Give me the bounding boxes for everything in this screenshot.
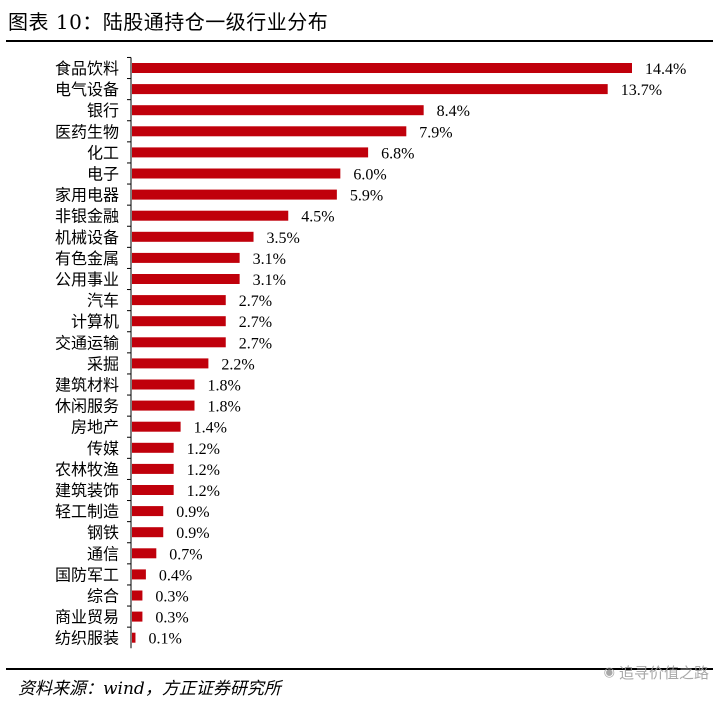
bar bbox=[132, 548, 157, 559]
category-label: 房地产 bbox=[71, 418, 119, 437]
bar bbox=[132, 316, 226, 327]
chart-title: 图表 10：陆股通持仓一级行业分布 bbox=[8, 10, 329, 34]
data-label: 14.4% bbox=[645, 61, 686, 78]
bar bbox=[132, 105, 424, 116]
bar bbox=[132, 632, 136, 643]
data-label: 0.3% bbox=[155, 610, 188, 627]
category-label: 银行 bbox=[87, 101, 119, 120]
category-label: 轻工制造 bbox=[55, 502, 119, 521]
data-label: 0.3% bbox=[155, 589, 188, 606]
bar bbox=[132, 527, 164, 538]
wechat-icon: ◉ bbox=[603, 665, 615, 680]
data-label: 1.2% bbox=[187, 483, 220, 500]
data-label: 0.9% bbox=[176, 525, 209, 542]
category-label: 电子 bbox=[87, 165, 119, 184]
bar bbox=[132, 337, 226, 348]
bar bbox=[132, 569, 146, 580]
category-label: 食品饮料 bbox=[55, 59, 119, 78]
bar-chart: 食品饮料 14.4% 电气设备 13.7% 银行 8.4% 医药生物 7.9% 化工 6.8% 电子… bbox=[55, 56, 686, 649]
bar bbox=[132, 485, 174, 495]
category-label: 医药生物 bbox=[55, 122, 119, 141]
category-label: 纺织服装 bbox=[55, 629, 119, 648]
data-label: 2.2% bbox=[221, 356, 254, 373]
category-label: 交通运输 bbox=[55, 333, 119, 352]
category-label: 国防军工 bbox=[55, 565, 119, 584]
data-label: 1.2% bbox=[187, 441, 220, 458]
bar bbox=[132, 126, 407, 137]
data-label: 0.9% bbox=[176, 504, 209, 521]
bar bbox=[132, 358, 209, 369]
data-label: 2.7% bbox=[239, 314, 272, 331]
category-label: 汽车 bbox=[87, 291, 119, 310]
source-divider bbox=[6, 668, 713, 670]
bar bbox=[132, 147, 369, 158]
watermark: ◉ 追寻价值之路 bbox=[604, 662, 709, 683]
data-label: 3.5% bbox=[267, 230, 300, 247]
bar bbox=[132, 506, 164, 517]
data-label: 0.7% bbox=[169, 546, 202, 563]
bar bbox=[132, 63, 632, 73]
bar bbox=[132, 274, 240, 284]
category-label: 计算机 bbox=[71, 312, 119, 331]
category-label: 采掘 bbox=[87, 354, 119, 373]
data-label: 0.1% bbox=[148, 631, 181, 648]
data-label: 1.2% bbox=[187, 462, 220, 479]
category-label: 通信 bbox=[87, 544, 119, 563]
data-label: 6.8% bbox=[381, 145, 414, 162]
bar bbox=[132, 84, 608, 95]
source-note: 资料来源：wind，方正证券研究所 bbox=[18, 679, 281, 699]
data-label: 3.1% bbox=[253, 272, 286, 289]
bar bbox=[132, 400, 195, 411]
bar bbox=[132, 611, 143, 622]
category-label: 建筑装饰 bbox=[55, 481, 119, 500]
category-label: 家用电器 bbox=[55, 186, 119, 205]
bar bbox=[132, 189, 337, 200]
category-label: 非银金融 bbox=[55, 207, 119, 226]
bar bbox=[132, 421, 181, 432]
category-label: 农林牧渔 bbox=[55, 460, 119, 479]
bar bbox=[132, 379, 195, 390]
category-label: 钢铁 bbox=[87, 523, 119, 542]
category-label: 公用事业 bbox=[55, 270, 119, 289]
data-label: 7.9% bbox=[419, 124, 452, 141]
data-label: 1.8% bbox=[208, 378, 241, 395]
bar bbox=[132, 168, 341, 179]
category-label: 商业贸易 bbox=[55, 608, 119, 627]
bar bbox=[132, 463, 174, 474]
data-label: 2.7% bbox=[239, 293, 272, 310]
data-label: 2.7% bbox=[239, 335, 272, 352]
data-label: 6.0% bbox=[353, 167, 386, 184]
bar bbox=[132, 210, 289, 221]
bar bbox=[132, 295, 226, 306]
data-label: 13.7% bbox=[621, 82, 662, 99]
data-label: 5.9% bbox=[350, 188, 383, 205]
title-divider bbox=[6, 40, 713, 42]
bar bbox=[132, 252, 240, 263]
category-label: 传媒 bbox=[87, 439, 119, 458]
category-label: 建筑材料 bbox=[55, 376, 119, 395]
category-label: 休闲服务 bbox=[55, 397, 119, 416]
category-label: 综合 bbox=[87, 587, 119, 606]
category-label: 有色金属 bbox=[55, 249, 119, 268]
data-label: 4.5% bbox=[301, 209, 334, 226]
bar bbox=[132, 231, 254, 242]
bar bbox=[132, 442, 174, 453]
data-label: 0.4% bbox=[159, 567, 192, 584]
data-label: 3.1% bbox=[253, 251, 286, 268]
data-label: 8.4% bbox=[437, 103, 470, 120]
category-label: 电气设备 bbox=[55, 80, 119, 99]
data-label: 1.8% bbox=[208, 399, 241, 416]
data-label: 1.4% bbox=[194, 420, 227, 437]
category-label: 机械设备 bbox=[55, 228, 119, 247]
bar bbox=[132, 590, 143, 601]
watermark-text: 追寻价值之路 bbox=[618, 664, 709, 682]
category-label: 化工 bbox=[87, 143, 119, 162]
